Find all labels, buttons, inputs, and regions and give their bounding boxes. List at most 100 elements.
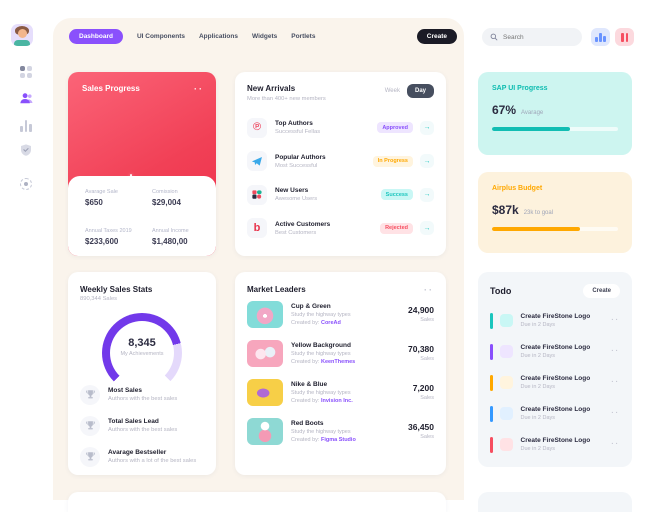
status-badge-in-progress: In Progress	[372, 155, 413, 167]
todo-color-square	[499, 407, 513, 420]
todo-menu-icon[interactable]: ··	[611, 409, 620, 417]
avatar-face	[17, 29, 27, 38]
toggle-week[interactable]: Week	[384, 88, 400, 94]
todo-color-square	[499, 376, 513, 389]
product-thumbnail	[247, 417, 283, 445]
stats-quick-button[interactable]	[591, 28, 610, 46]
airplus-budget-label: 23k to goal	[523, 210, 554, 216]
todo-color-bar	[490, 374, 493, 391]
sales-count: 36,450	[408, 422, 434, 432]
market-leaders-card: Market Leaders ·· Cup & Green Study the …	[235, 272, 446, 475]
todo-menu-icon[interactable]: ··	[611, 440, 620, 448]
new-arrivals-title: New Arrivals	[247, 84, 296, 93]
trophy-icon	[85, 452, 95, 461]
new-arrivals-card: New Arrivals More than 400+ new members …	[235, 72, 446, 256]
todo-color-bar	[490, 343, 493, 360]
product-thumbnail	[247, 378, 283, 406]
sap-progress-value: 67%	[492, 103, 517, 117]
sales-progress-title: Sales Progress	[82, 84, 140, 93]
sidebar-item-settings[interactable]	[14, 174, 38, 194]
search-bar	[482, 28, 582, 46]
todo-item[interactable]: Create FireStone Logo Due in 2 Days ··	[490, 305, 620, 336]
airplus-budget-title: Airplus Budget	[492, 185, 543, 192]
creator-link[interactable]: CoreAd	[320, 319, 341, 326]
arrival-item-top-authors: ℗ Top Authors Successful Fellas Approved…	[247, 111, 434, 145]
creator-link[interactable]: Figma Studio	[320, 436, 356, 443]
pause-icon	[621, 32, 628, 42]
sidebar-item-dashboard[interactable]	[14, 62, 38, 82]
sales-count: 70,380	[408, 344, 434, 354]
weekly-item-total-sales-lead: Total Sales Lead Authors with the best s…	[80, 410, 204, 441]
todo-item[interactable]: Create FireStone Logo Due in 2 Days ··	[490, 336, 620, 367]
market-item-red-boots: Red Boots Study the highway types Create…	[247, 412, 434, 450]
new-users-logo-icon	[252, 190, 262, 199]
market-leaders-menu-icon[interactable]: ··	[424, 284, 434, 295]
nav-tab-portlets[interactable]: Portlets	[291, 32, 316, 40]
todo-item[interactable]: Create FireStone Logo Due in 2 Days ··	[490, 398, 620, 429]
status-badge-rejected: Rejected	[380, 222, 413, 234]
todo-color-square	[499, 438, 513, 451]
creator-link[interactable]: Invision Inc.	[320, 397, 353, 404]
airplus-budget-value: $87k	[492, 203, 519, 217]
create-button[interactable]: Create	[416, 28, 457, 44]
sales-count: 24,900	[408, 305, 434, 315]
partial-bottom-card	[68, 492, 446, 512]
search-icon	[490, 33, 498, 41]
todo-color-bar	[490, 436, 493, 453]
search-input[interactable]	[503, 33, 574, 41]
todo-color-square	[499, 314, 513, 327]
arrival-arrow-button[interactable]: →	[420, 221, 434, 236]
todo-item[interactable]: Create FireStone Logo Due in 2 Days ··	[490, 429, 620, 460]
pause-quick-button[interactable]	[615, 28, 634, 46]
gauge-label: My Achievements	[120, 351, 164, 357]
creator-link[interactable]: KeenThemes	[320, 358, 356, 365]
status-badge-approved: Approved	[377, 122, 413, 134]
partial-bottom-card-right	[478, 492, 632, 512]
todo-create-button[interactable]: Create	[583, 284, 620, 298]
sidebar-item-security[interactable]	[14, 140, 38, 160]
gauge-value: 8,345	[128, 337, 156, 349]
nav-tab-widgets[interactable]: Widgets	[252, 32, 278, 40]
new-arrivals-subtitle: More than 400+ new members	[247, 96, 326, 102]
todo-color-bar	[490, 405, 493, 422]
sidebar-item-statistics[interactable]	[14, 116, 38, 136]
market-leaders-title: Market Leaders	[247, 285, 306, 294]
sidebar-item-users[interactable]	[14, 88, 38, 108]
product-hunt-logo-icon: ℗	[252, 121, 262, 134]
airplus-progress-bar	[492, 227, 618, 231]
bebo-logo-icon: b	[253, 221, 261, 234]
nav-tab-dashboard[interactable]: Dashboard	[69, 28, 123, 44]
todo-menu-icon[interactable]: ··	[611, 316, 620, 324]
loader-dashed-icon	[20, 178, 32, 190]
stat-annual-taxes: Annual Taxes 2019 $233,600	[85, 228, 132, 246]
user-avatar[interactable]	[11, 24, 33, 46]
nav-tab-ui-components[interactable]: UI Components	[136, 32, 185, 40]
market-item-cup-green: Cup & Green Study the highway types Crea…	[247, 295, 434, 333]
stat-annual-income: Annual Income $1,480,00	[152, 228, 189, 246]
todo-menu-icon[interactable]: ··	[611, 378, 620, 386]
arrival-arrow-button[interactable]: →	[420, 120, 434, 135]
trophy-icon	[85, 421, 95, 430]
airplus-budget-card: Airplus Budget $87k 23k to goal	[478, 172, 632, 253]
todo-item[interactable]: Create FireStone Logo Due in 2 Days ··	[490, 367, 620, 398]
product-thumbnail	[247, 339, 283, 367]
arrival-arrow-button[interactable]: →	[420, 187, 434, 202]
status-badge-success: Success	[380, 189, 413, 201]
toggle-day[interactable]: Day	[406, 84, 434, 98]
todo-color-bar	[490, 312, 493, 329]
arrival-arrow-button[interactable]: →	[420, 154, 434, 169]
todo-menu-icon[interactable]: ··	[611, 347, 620, 355]
nav-tab-applications[interactable]: Applications	[198, 32, 238, 40]
stat-comission: Comission $29,004	[152, 189, 181, 207]
weekly-item-most-sales: Most Sales Authors with the best sales	[80, 379, 204, 410]
dashboard-grid-icon	[20, 66, 32, 78]
market-item-nike-blue: Nike & Blue Study the highway types Crea…	[247, 373, 434, 411]
achievements-gauge: 8,345 My Achievements	[100, 311, 184, 393]
telegram-logo-icon	[251, 157, 262, 166]
sap-progress-title: SAP UI Progress	[492, 85, 548, 92]
weekly-sales-title: Weekly Sales Stats	[80, 285, 153, 294]
todo-color-square	[499, 345, 513, 358]
sales-progress-menu-icon[interactable]: ··	[194, 83, 204, 94]
sap-progress-label: Avarage	[521, 110, 544, 116]
bar-chart-icon	[20, 120, 32, 132]
